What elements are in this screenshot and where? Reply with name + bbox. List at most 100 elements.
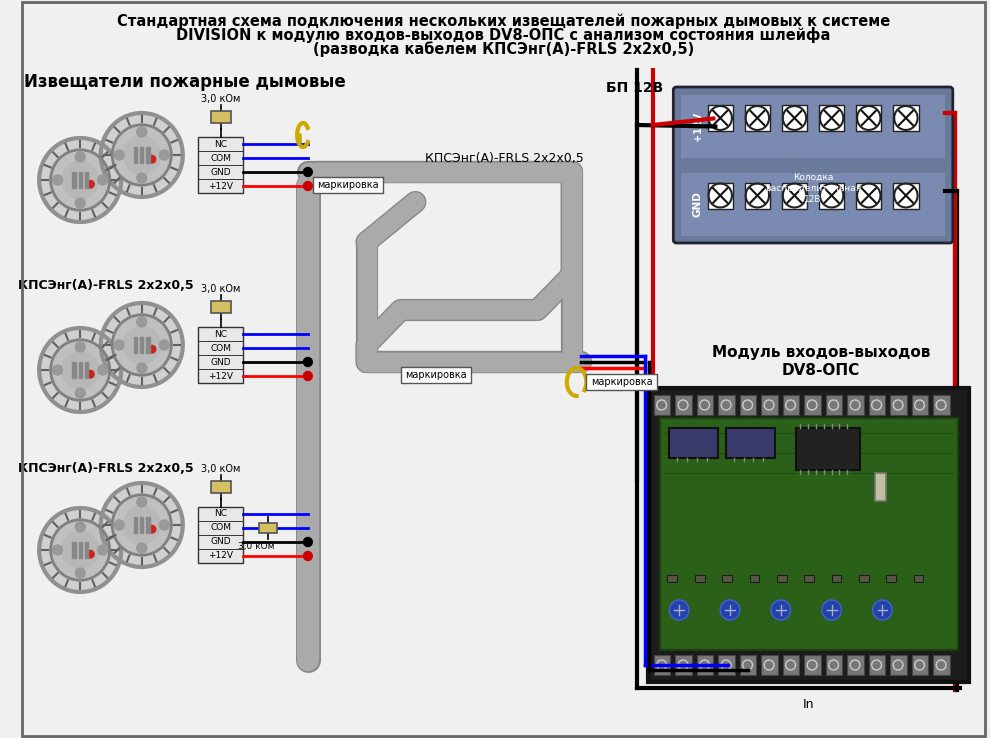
Circle shape (304, 168, 312, 176)
Bar (85, 362, 88, 379)
Bar (147, 337, 149, 354)
Bar (761, 655, 778, 675)
Circle shape (872, 600, 892, 620)
Bar (659, 418, 957, 650)
Bar (859, 575, 869, 582)
Text: 3,0 кОм: 3,0 кОм (201, 94, 241, 104)
Bar (653, 395, 670, 415)
Bar (761, 395, 778, 415)
Circle shape (114, 150, 124, 160)
Text: GND: GND (693, 191, 703, 217)
Circle shape (40, 328, 121, 412)
Text: NC: NC (215, 509, 228, 519)
Bar (847, 395, 864, 415)
Bar (586, 374, 656, 390)
Text: (разводка кабелем КПСЭнг(А)-FRLS 2х2х0,5): (разводка кабелем КПСЭнг(А)-FRLS 2х2х0,5… (313, 41, 694, 57)
Bar (804, 655, 821, 675)
Bar (85, 172, 88, 188)
Bar (856, 182, 881, 209)
Text: +12V: +12V (209, 371, 234, 381)
Bar (804, 575, 814, 582)
Bar (782, 182, 807, 209)
Circle shape (101, 113, 183, 197)
Bar (198, 507, 244, 563)
Bar (749, 575, 759, 582)
Bar (869, 395, 885, 415)
Circle shape (114, 520, 124, 530)
Circle shape (112, 494, 171, 555)
Text: 3,0 кОм: 3,0 кОм (238, 542, 274, 551)
Bar (259, 523, 276, 533)
Circle shape (75, 568, 85, 578)
Circle shape (304, 371, 312, 381)
Bar (819, 105, 844, 131)
Bar (777, 575, 787, 582)
Text: КПСЭнг(А)-FRLS 2х2х0,5: КПСЭнг(А)-FRLS 2х2х0,5 (425, 151, 584, 165)
Bar (783, 655, 799, 675)
Circle shape (148, 345, 155, 353)
Circle shape (148, 525, 155, 533)
Bar (141, 517, 144, 534)
Circle shape (159, 520, 169, 530)
Circle shape (50, 150, 110, 210)
Bar (722, 575, 732, 582)
Bar (141, 147, 144, 163)
Bar (72, 172, 75, 188)
Text: +12V: +12V (693, 112, 703, 141)
Circle shape (159, 340, 169, 350)
Circle shape (137, 497, 147, 507)
Circle shape (721, 600, 740, 620)
Circle shape (124, 136, 160, 174)
Bar (740, 655, 756, 675)
Bar (744, 182, 770, 209)
Bar (914, 575, 924, 582)
Circle shape (148, 156, 155, 163)
Circle shape (98, 545, 108, 555)
Text: NC: NC (215, 329, 228, 339)
Bar (697, 655, 714, 675)
Bar (804, 395, 821, 415)
Bar (211, 301, 231, 313)
Bar (134, 147, 138, 163)
Circle shape (75, 388, 85, 398)
Circle shape (124, 326, 160, 364)
Bar (893, 182, 919, 209)
Text: Колодка
распределительная
12В: Колодка распределительная 12В (765, 173, 861, 204)
Bar (874, 473, 886, 501)
Circle shape (98, 175, 108, 185)
Text: БП 12В: БП 12В (606, 81, 663, 95)
Bar (740, 395, 756, 415)
Bar (708, 105, 733, 131)
Text: 3,0 кОм: 3,0 кОм (201, 284, 241, 294)
Bar (72, 542, 75, 559)
Text: +12V: +12V (209, 551, 234, 560)
Circle shape (304, 537, 312, 547)
Bar (313, 177, 383, 193)
Circle shape (61, 161, 99, 199)
Bar (697, 395, 714, 415)
Text: GND: GND (211, 357, 232, 367)
Bar (681, 173, 945, 235)
Bar (826, 395, 842, 415)
FancyBboxPatch shape (673, 87, 952, 243)
Bar (847, 655, 864, 675)
Circle shape (75, 342, 85, 352)
Circle shape (50, 339, 110, 400)
Bar (147, 147, 149, 163)
Text: In: In (803, 698, 814, 711)
Bar (869, 655, 885, 675)
Bar (653, 655, 670, 675)
Bar (912, 395, 929, 415)
Circle shape (771, 600, 791, 620)
Bar (211, 111, 231, 123)
Circle shape (52, 175, 62, 185)
Bar (726, 428, 775, 458)
Bar (819, 182, 844, 209)
Text: DIVISION к модулю входов-выходов DV8-ОПС с анализом состояния шлейфа: DIVISION к модулю входов-выходов DV8-ОПС… (176, 27, 831, 43)
Text: КПСЭнг(А)-FRLS 2х2х0,5: КПСЭнг(А)-FRLS 2х2х0,5 (18, 461, 193, 475)
Bar (198, 327, 244, 383)
Bar (890, 655, 907, 675)
Text: GND: GND (211, 537, 232, 547)
Circle shape (304, 551, 312, 560)
Circle shape (137, 127, 147, 137)
